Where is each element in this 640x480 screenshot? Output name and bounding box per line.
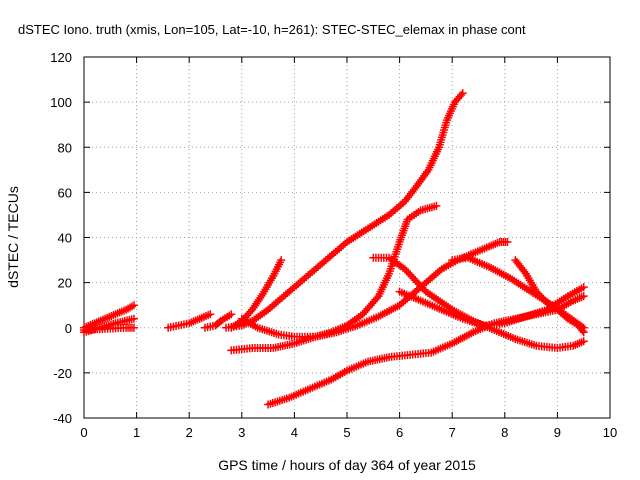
x-tick-label: 8	[501, 425, 508, 440]
data-point	[579, 328, 588, 337]
data-series	[395, 283, 588, 330]
x-axis-ticks: 0 1 2 3 4 5 6 7 8 9 10	[80, 57, 617, 440]
data-point	[457, 90, 466, 99]
y-axis-title: dSTEC / TECUs	[5, 186, 21, 288]
data-point	[578, 326, 587, 335]
y-tick-label: 0	[65, 321, 72, 336]
data-point	[404, 268, 413, 277]
data-point	[406, 270, 415, 279]
data-point	[407, 272, 416, 281]
data-point	[503, 238, 512, 247]
data-point	[277, 256, 286, 265]
y-tick-label: 20	[58, 276, 72, 291]
y-tick-label: -20	[53, 366, 72, 381]
data-point	[579, 292, 588, 301]
data-point	[579, 337, 588, 346]
data-point	[372, 293, 381, 302]
data-point	[534, 289, 543, 298]
data-series	[227, 256, 286, 332]
x-tick-label: 5	[343, 425, 350, 440]
data-point	[416, 282, 425, 291]
data-point	[227, 310, 236, 319]
data-point	[539, 295, 548, 304]
data-point	[458, 89, 467, 98]
y-tick-label: 120	[50, 50, 72, 65]
x-tick-label: 0	[80, 425, 87, 440]
x-tick-label: 9	[554, 425, 561, 440]
x-tick-label: 6	[396, 425, 403, 440]
chart-title: dSTEC Iono. truth (xmis, Lon=105, Lat=-1…	[18, 22, 526, 37]
data-point	[432, 201, 441, 210]
y-tick-label: 40	[58, 231, 72, 246]
data-point	[243, 311, 252, 320]
data-point	[402, 266, 411, 275]
data-series	[511, 256, 588, 337]
x-tick-label: 10	[603, 425, 617, 440]
x-tick-label: 2	[186, 425, 193, 440]
data-point	[414, 280, 423, 289]
data-point	[129, 314, 138, 323]
y-tick-label: 100	[50, 95, 72, 110]
x-axis-title: GPS time / hours of day 364 of year 2015	[218, 457, 476, 473]
data-point	[535, 291, 544, 300]
data-point	[413, 278, 422, 287]
data-series	[80, 323, 138, 335]
data-point	[435, 266, 444, 275]
y-axis-ticks: -40 -20 0 20 40 60 80 100 120	[50, 50, 610, 426]
data-point	[409, 274, 418, 283]
y-tick-label: 80	[58, 140, 72, 155]
x-tick-label: 3	[238, 425, 245, 440]
y-tick-label: -40	[53, 411, 72, 426]
data-point	[129, 301, 138, 310]
data-point	[411, 276, 420, 285]
grid-lines	[84, 57, 610, 418]
data-point	[537, 293, 546, 302]
data-point	[400, 265, 409, 274]
data-series	[200, 310, 236, 332]
x-tick-label: 4	[291, 425, 298, 440]
data-point	[579, 283, 588, 292]
data-point	[244, 309, 253, 318]
data-series	[164, 310, 215, 332]
data-point	[341, 239, 350, 248]
y-tick-label: 60	[58, 185, 72, 200]
data-point	[129, 323, 138, 332]
data-point	[532, 287, 541, 296]
x-tick-label: 7	[449, 425, 456, 440]
x-tick-label: 1	[133, 425, 140, 440]
data-point	[206, 310, 215, 319]
data-point	[418, 283, 427, 292]
data-series	[222, 89, 467, 332]
data-marks	[80, 89, 588, 409]
